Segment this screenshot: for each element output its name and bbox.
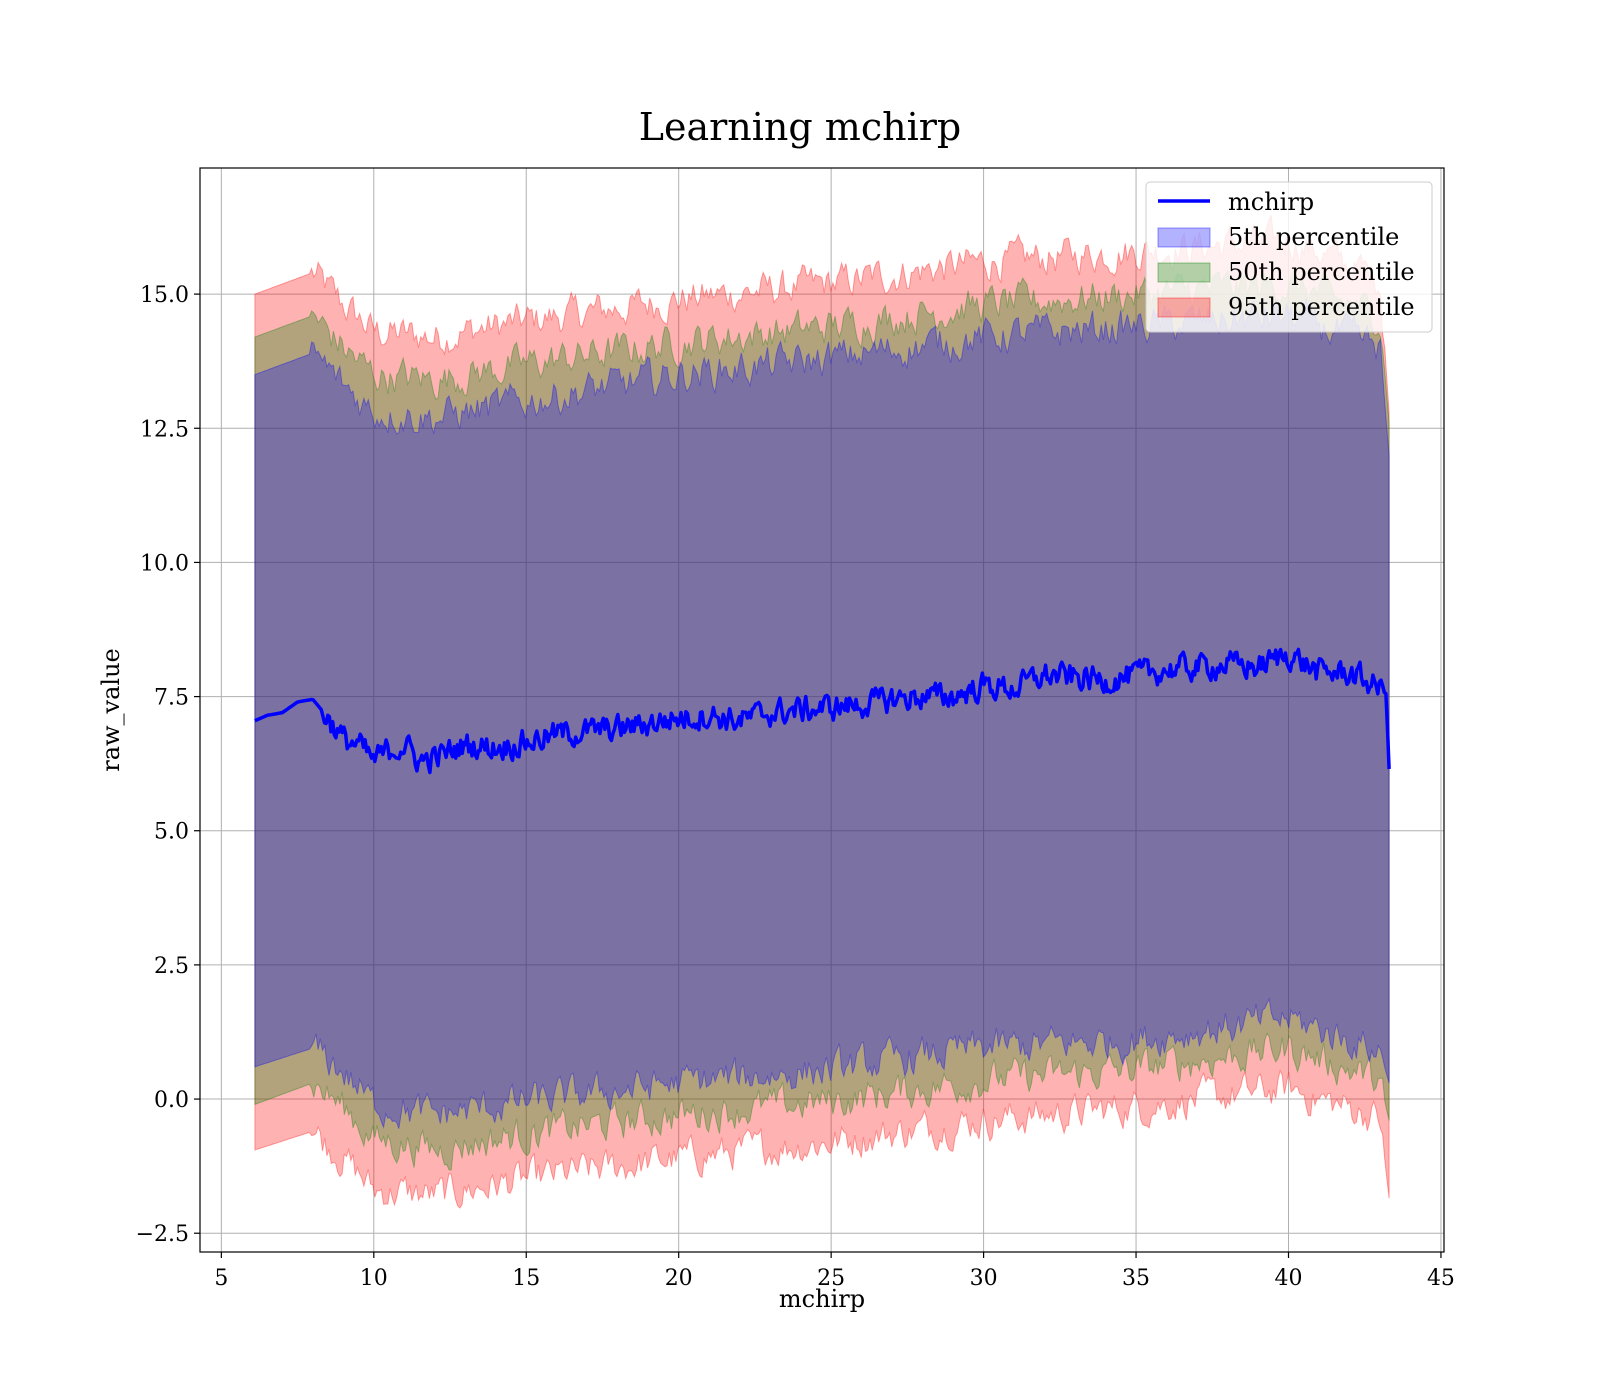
legend-label-95th-percentile: 95th percentile: [1228, 293, 1415, 321]
y-tick-label-5: 10.0: [140, 551, 189, 576]
x-tick-label-8: 45: [1427, 1266, 1455, 1291]
y-tick-label-3: 5.0: [154, 820, 189, 845]
x-tick-label-5: 30: [970, 1266, 998, 1291]
mchirp-line: [254, 647, 1391, 775]
legend-swatch-50th-percentile: [1157, 262, 1211, 283]
x-tick-label-0: 5: [214, 1266, 228, 1291]
y-axis-label: raw_value: [97, 648, 125, 772]
x-tick-label-1: 10: [360, 1266, 388, 1291]
y-tick-label-2: 2.5: [154, 954, 189, 979]
y-tick-label-4: 7.5: [154, 686, 189, 711]
x-tick-label-7: 40: [1275, 1266, 1303, 1291]
band-50th-percentile: [254, 269, 1390, 1171]
legend-box: [1145, 181, 1433, 333]
chart-title: Learning mchirp: [639, 105, 961, 149]
x-tick-label-2: 15: [512, 1266, 540, 1291]
x-ticks: 5 10 15 20 25 30 35 40 45: [214, 1252, 1455, 1291]
x-tick-label-6: 35: [1122, 1266, 1150, 1291]
y-ticks: −2.5 0.0 2.5 5.0 7.5 10.0 12.5 15.0: [136, 283, 200, 1247]
y-tick-label-1: 0.0: [154, 1088, 189, 1113]
x-tick-label-3: 20: [665, 1266, 693, 1291]
legend-swatch-5th-percentile: [1157, 227, 1211, 248]
percentile-bands: [254, 214, 1390, 1209]
band-5th-percentile: [254, 297, 1390, 1129]
y-tick-label-6: 12.5: [140, 417, 189, 442]
y-tick-label-7: 15.0: [140, 283, 189, 308]
legend-label-5th-percentile: 5th percentile: [1228, 223, 1399, 251]
legend-swatch-95th-percentile: [1157, 297, 1211, 318]
legend-label-50th-percentile: 50th percentile: [1228, 258, 1415, 286]
y-tick-label-0: −2.5: [136, 1222, 189, 1247]
x-tick-label-4: 25: [817, 1266, 845, 1291]
legend: mchirp 5th percentile 50th percentile 95…: [1145, 181, 1433, 333]
x-axis-label: mchirp: [779, 1285, 865, 1313]
mchirp-line-layer: [254, 647, 1391, 775]
legend-label-mchirp: mchirp: [1228, 188, 1314, 216]
grid: [200, 168, 1444, 1252]
plot-frame: [199, 167, 1445, 1253]
